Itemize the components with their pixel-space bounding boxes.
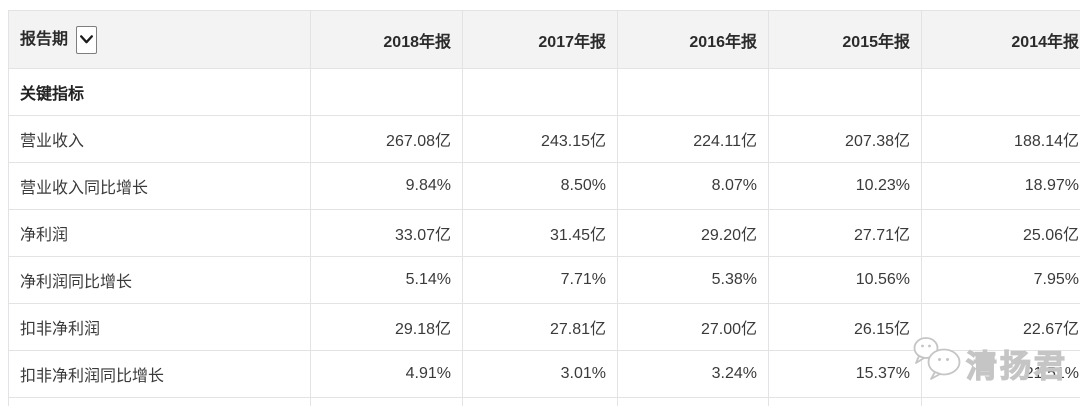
- empty-cell: [310, 68, 463, 116]
- row-label: 扣非净利润: [8, 303, 311, 351]
- cell-value: 5.14%: [310, 256, 463, 304]
- section-title: 关键指标: [8, 68, 311, 116]
- cell-value: 27.71亿: [768, 209, 922, 257]
- column-header-2015: 2015年报: [768, 10, 922, 69]
- cell-value: 21.51%: [921, 350, 1080, 398]
- cell-value: 25.06亿: [921, 209, 1080, 257]
- cell-value: 10.23%: [768, 162, 922, 210]
- empty-cell: [768, 397, 922, 406]
- cell-value: 7.95%: [921, 256, 1080, 304]
- column-header-2014: 2014年报: [921, 10, 1080, 69]
- cell-value: 31.45亿: [462, 209, 618, 257]
- empty-cell: [768, 68, 922, 116]
- chevron-down-icon: [80, 35, 93, 44]
- table-row-deducted-net-profit: 扣非净利润 29.18亿 27.81亿 27.00亿 26.15亿 22.67亿: [8, 303, 1080, 351]
- row-label: 净利润: [8, 209, 311, 257]
- empty-cell: [8, 397, 311, 406]
- cell-value: 8.50%: [462, 162, 618, 210]
- cell-value: 267.08亿: [310, 115, 463, 163]
- column-header-2017: 2017年报: [462, 10, 618, 69]
- cell-value: 26.15亿: [768, 303, 922, 351]
- empty-cell: [462, 68, 618, 116]
- cell-value: 9.84%: [310, 162, 463, 210]
- cell-value: 3.24%: [617, 350, 769, 398]
- row-label: 扣非净利润同比增长: [8, 350, 311, 398]
- table-row-deducted-net-profit-growth: 扣非净利润同比增长 4.91% 3.01% 3.24% 15.37% 21.51…: [8, 350, 1080, 398]
- table-header-row: 报告期 2018年报 2017年报 2016年报 2015年报 2014年报: [8, 10, 1080, 69]
- cell-value: 224.11亿: [617, 115, 769, 163]
- table-row-partial: [8, 397, 1080, 406]
- cell-value: 243.15亿: [462, 115, 618, 163]
- table-row-revenue: 营业收入 267.08亿 243.15亿 224.11亿 207.38亿 188…: [8, 115, 1080, 163]
- cell-value: 188.14亿: [921, 115, 1080, 163]
- row-label: 营业收入同比增长: [8, 162, 311, 210]
- report-period-header: 报告期: [8, 10, 311, 69]
- cell-value: 27.00亿: [617, 303, 769, 351]
- empty-cell: [617, 68, 769, 116]
- cell-value: 15.37%: [768, 350, 922, 398]
- cell-value: 3.01%: [462, 350, 618, 398]
- financial-indicators-table: 报告期 2018年报 2017年报 2016年报 2015年报 2014年报 关…: [8, 10, 1080, 406]
- cell-value: 33.07亿: [310, 209, 463, 257]
- cell-value: 29.20亿: [617, 209, 769, 257]
- report-period-label: 报告期: [20, 31, 69, 49]
- cell-value: 5.38%: [617, 256, 769, 304]
- cell-value: 207.38亿: [768, 115, 922, 163]
- table-row-net-profit: 净利润 33.07亿 31.45亿 29.20亿 27.71亿 25.06亿: [8, 209, 1080, 257]
- empty-cell: [617, 397, 769, 406]
- cell-value: 18.97%: [921, 162, 1080, 210]
- row-label: 净利润同比增长: [8, 256, 311, 304]
- table-row-net-profit-growth: 净利润同比增长 5.14% 7.71% 5.38% 10.56% 7.95%: [8, 256, 1080, 304]
- table-row-revenue-growth: 营业收入同比增长 9.84% 8.50% 8.07% 10.23% 18.97%: [8, 162, 1080, 210]
- row-label: 营业收入: [8, 115, 311, 163]
- empty-cell: [921, 68, 1080, 116]
- cell-value: 22.67亿: [921, 303, 1080, 351]
- empty-cell: [921, 397, 1080, 406]
- cell-value: 7.71%: [462, 256, 618, 304]
- column-header-2018: 2018年报: [310, 10, 463, 69]
- cell-value: 10.56%: [768, 256, 922, 304]
- empty-cell: [462, 397, 618, 406]
- cell-value: 8.07%: [617, 162, 769, 210]
- cell-value: 27.81亿: [462, 303, 618, 351]
- column-header-2016: 2016年报: [617, 10, 769, 69]
- report-period-dropdown-button[interactable]: [76, 25, 98, 54]
- cell-value: 29.18亿: [310, 303, 463, 351]
- cell-value: 4.91%: [310, 350, 463, 398]
- empty-cell: [310, 397, 463, 406]
- section-row-key-indicators: 关键指标: [8, 68, 1080, 116]
